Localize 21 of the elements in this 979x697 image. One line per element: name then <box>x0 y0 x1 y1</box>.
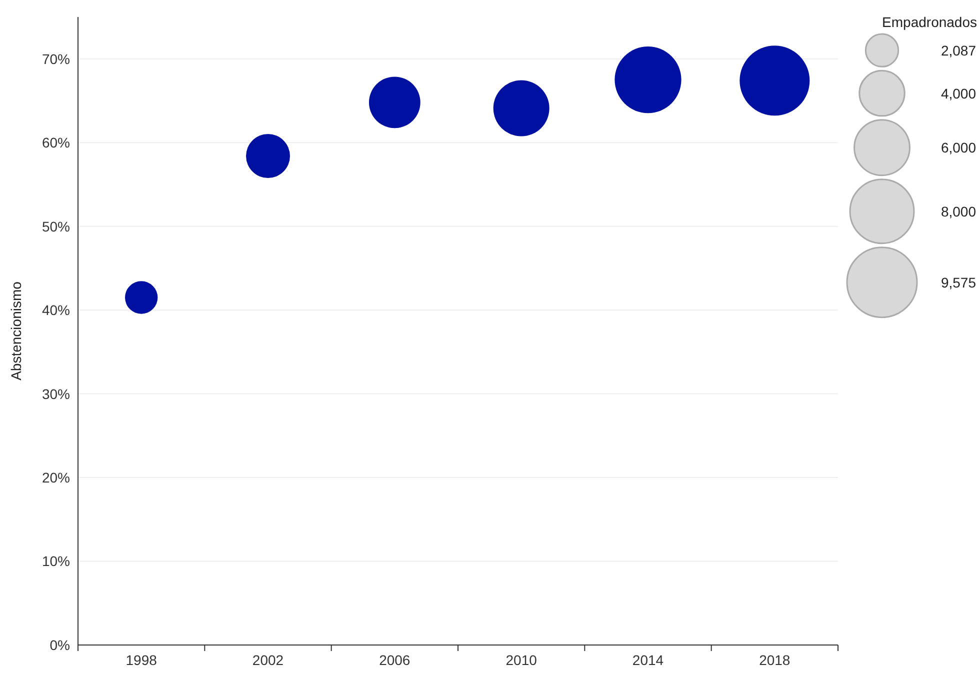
legend-label: 9,575 <box>940 274 976 290</box>
legend-label: 2,087 <box>940 42 976 58</box>
y-tick-label: 50% <box>42 218 70 234</box>
y-tick-label: 60% <box>42 134 70 151</box>
y-axis-title: Abstencionismo <box>8 281 24 380</box>
legend-label: 6,000 <box>940 140 976 156</box>
y-tick-label: 30% <box>42 386 70 402</box>
legend-label: 8,000 <box>940 203 976 220</box>
x-tick-label: 2014 <box>632 652 664 668</box>
y-tick-label: 20% <box>42 470 70 486</box>
legend-title: Empadronados <box>881 14 977 30</box>
x-tick-label: 2006 <box>379 652 410 668</box>
y-tick-label: 70% <box>42 50 70 67</box>
y-tick-label: 0% <box>50 636 70 653</box>
y-tick-label: 10% <box>42 553 70 570</box>
x-tick-label: 1998 <box>126 652 158 668</box>
x-tick-label: 2018 <box>759 652 790 668</box>
x-tick-label: 2002 <box>252 652 284 668</box>
legend-label: 4,000 <box>940 85 976 102</box>
y-tick-label: 40% <box>42 302 70 318</box>
x-tick-label: 2010 <box>506 652 538 668</box>
